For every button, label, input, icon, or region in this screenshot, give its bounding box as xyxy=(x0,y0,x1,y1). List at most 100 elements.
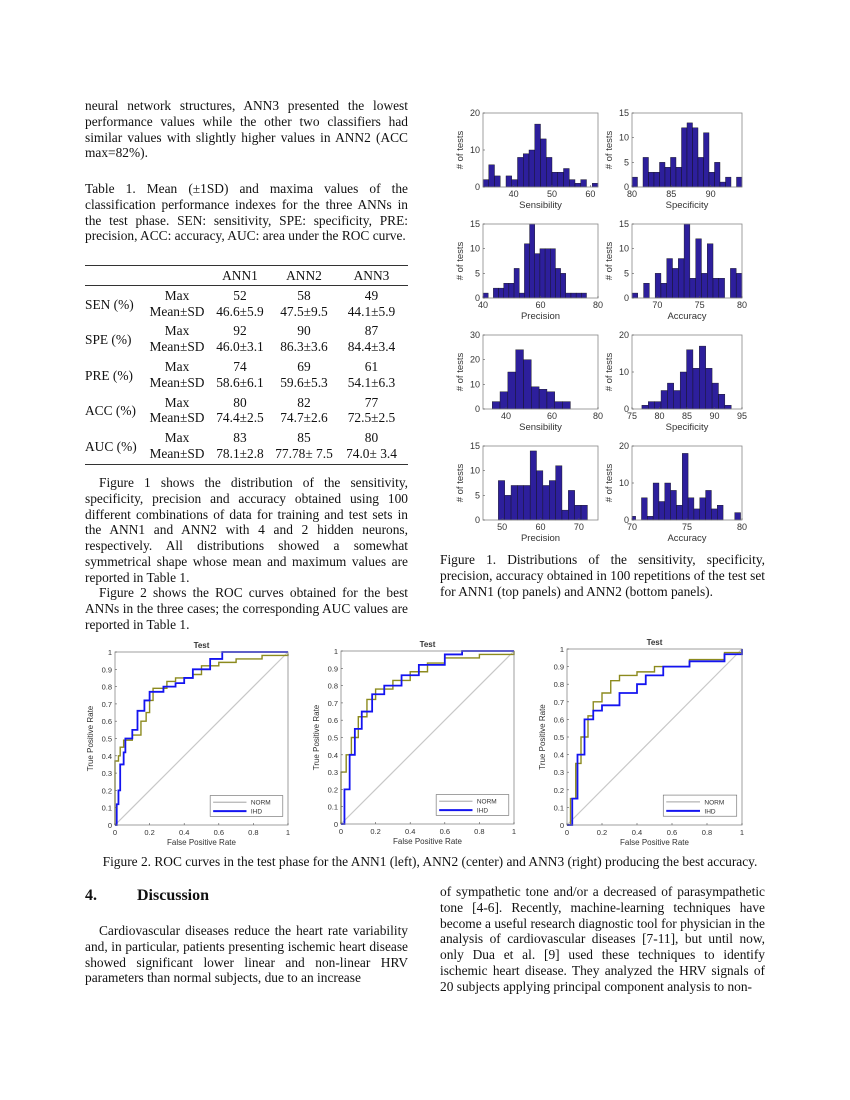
stat-labels: Max Mean±SD xyxy=(147,321,207,357)
histogram-bar xyxy=(534,253,541,299)
y-tick-label: 0.4 xyxy=(328,751,338,760)
histogram-bar xyxy=(667,382,674,410)
mean-value: 74.4±2.5 xyxy=(216,410,264,426)
histogram-bar xyxy=(705,368,713,410)
value-cell: 69 59.6±5.3 xyxy=(273,357,335,393)
value-cell: 85 77.78± 7.5 xyxy=(273,428,335,465)
histogram-bar xyxy=(683,223,691,299)
histogram-bar xyxy=(631,292,638,299)
max-label: Max xyxy=(164,430,190,446)
y-axis-label: # of tests xyxy=(604,352,615,391)
y-tick-label: 20 xyxy=(470,355,480,365)
legend: NORM IHD xyxy=(662,794,738,817)
max-label: Max xyxy=(164,358,190,374)
max-label: Max xyxy=(164,394,190,410)
histogram-bar xyxy=(670,157,677,188)
histogram-bar xyxy=(580,179,587,188)
y-tick-label: 10 xyxy=(619,133,629,143)
x-tick-label: 1 xyxy=(286,828,290,837)
y-tick-label: 0.7 xyxy=(328,699,338,708)
mean-value: 86.3±3.6 xyxy=(280,339,328,355)
histogram-bar xyxy=(542,485,550,521)
histogram-bar xyxy=(555,268,561,299)
table-row: SEN (%) Max Mean±SD 52 46.6±5.9 58 47.5±9.5 49 4… xyxy=(85,285,408,321)
histogram-bar xyxy=(719,181,726,188)
x-tick-label: 85 xyxy=(666,189,676,199)
y-tick-label: 0 xyxy=(624,293,629,303)
x-tick-label: 0.4 xyxy=(632,828,642,837)
y-tick-label: 15 xyxy=(619,108,629,118)
x-tick-label: 40 xyxy=(501,411,511,421)
diagonal-reference-line xyxy=(566,648,743,826)
histogram-bar xyxy=(681,127,688,188)
value-cell: 77 72.5±2.5 xyxy=(335,393,408,429)
y-tick-label: 30 xyxy=(470,330,480,340)
histogram-bar xyxy=(699,497,706,521)
y-tick-label: 0.8 xyxy=(554,680,564,689)
section-title: Discussion xyxy=(137,887,210,904)
histogram-bar xyxy=(687,497,695,521)
histogram-bar xyxy=(482,179,489,188)
x-tick-label: 0 xyxy=(339,827,343,836)
histogram-bar xyxy=(673,390,681,410)
y-tick-label: 15 xyxy=(470,219,480,229)
y-tick-label: 0.9 xyxy=(102,665,112,674)
histogram-bar xyxy=(693,508,700,521)
x-axis-label: Sensibility xyxy=(519,200,562,211)
histogram-bar xyxy=(550,248,556,299)
histogram-bar xyxy=(551,171,558,188)
max-value: 61 xyxy=(364,358,379,374)
x-tick-label: 0.6 xyxy=(440,827,450,836)
figure1-caption: Figure 1. Distributions of the sensitivi… xyxy=(440,552,765,599)
y-tick-label: 0.8 xyxy=(102,683,112,692)
x-axis-label: Precision xyxy=(521,533,560,544)
y-tick-label: 0.3 xyxy=(102,769,112,778)
y-tick-label: 0.5 xyxy=(328,734,338,743)
histogram-bar xyxy=(581,292,587,299)
roc-panel: NORM IHD Test 0 0.2 0.4 0.6 0.8 1 0 0.1 0.2 0.3 0.4 0.… xyxy=(312,640,516,846)
histogram-panel: 50 60 70 0 5 10 15 Precision # of tests xyxy=(455,441,599,544)
stat-labels: Max Mean±SD xyxy=(147,357,207,393)
y-axis-label: # of tests xyxy=(604,130,615,169)
mean-value: 78.1±2.8 xyxy=(216,445,264,461)
histogram-bar xyxy=(660,283,667,299)
histogram-bar xyxy=(643,283,650,299)
figure2-caption: Figure 2. ROC curves in the test phase f… xyxy=(102,854,758,869)
table-row: PRE (%) Max Mean±SD 74 58.6±6.1 69 59.6±5.3 61 5… xyxy=(85,357,408,393)
histogram-bar xyxy=(557,171,564,188)
histogram-bar xyxy=(692,127,699,188)
value-cell: 80 74.0± 3.4 xyxy=(335,428,408,465)
histogram-bar xyxy=(735,273,743,299)
x-tick-label: 0.2 xyxy=(144,828,154,837)
histogram-bar xyxy=(659,162,666,188)
figure2-description-paragraph: Figure 2 shows the ROC curves obtained f… xyxy=(85,585,408,632)
mean-value: 72.5±2.5 xyxy=(347,410,396,426)
table-row: ACC (%) Max Mean±SD 80 74.4±2.5 82 74.7±2.6 77 7… xyxy=(85,393,408,429)
histogram-bar xyxy=(734,512,741,521)
y-tick-label: 0 xyxy=(560,821,564,830)
row-label: AUC (%) xyxy=(85,428,147,465)
x-axis-label: Accuracy xyxy=(667,533,706,544)
x-tick-label: 1 xyxy=(512,827,516,836)
histogram-bar xyxy=(570,292,577,299)
value-cell: 61 54.1±6.3 xyxy=(335,357,408,393)
y-tick-label: 0.7 xyxy=(554,698,564,707)
chart-title: Test xyxy=(647,638,663,647)
diagonal-reference-line xyxy=(340,650,515,825)
histogram-bar xyxy=(546,157,553,188)
histogram-bar xyxy=(654,401,662,410)
y-tick-label: 0.8 xyxy=(328,682,338,691)
y-tick-label: 0.9 xyxy=(328,664,338,673)
x-tick-label: 0.8 xyxy=(474,827,484,836)
mean-value: 46.6±5.9 xyxy=(216,303,264,319)
histogram-bar xyxy=(718,394,726,410)
histogram-bar xyxy=(725,176,732,188)
histogram-bar xyxy=(511,179,518,188)
histogram-bar xyxy=(574,183,581,188)
y-axis-label: # of tests xyxy=(455,352,466,391)
y-tick-label: 5 xyxy=(624,268,629,278)
histogram-bar xyxy=(666,258,673,299)
histogram-bar xyxy=(711,508,718,521)
y-tick-label: 0.2 xyxy=(328,785,338,794)
max-value: 85 xyxy=(297,430,311,446)
